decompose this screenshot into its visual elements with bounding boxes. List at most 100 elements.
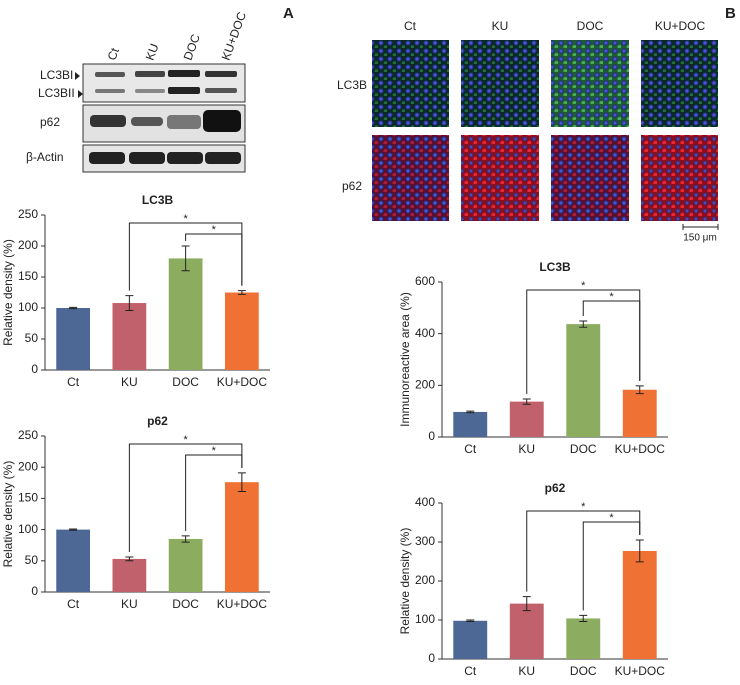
- x-tick-label: DOC: [570, 442, 597, 456]
- chart-title: LC3B: [539, 260, 571, 274]
- panel-label: A: [283, 5, 294, 22]
- y-axis-label: Relative density (%): [398, 528, 412, 635]
- x-tick-label: KU: [121, 375, 138, 389]
- error-bar: [635, 539, 644, 563]
- y-tick-label: 0: [428, 429, 435, 443]
- scale-bar-label: 150 μm: [683, 233, 717, 244]
- y-axis-label: Relative density (%): [1, 239, 15, 346]
- y-tick-label: 0: [31, 584, 38, 598]
- y-tick-label: 100: [18, 300, 38, 314]
- y-tick-label: 400: [415, 495, 435, 509]
- x-tick-label: Ct: [67, 597, 80, 611]
- significance-label: *: [212, 445, 217, 457]
- y-tick-label: 200: [415, 573, 435, 587]
- panel-label: B: [725, 5, 736, 22]
- error-bar: [466, 410, 475, 414]
- y-tick-label: 200: [415, 378, 435, 392]
- bar: [453, 620, 488, 659]
- lane-label: KU: [143, 42, 162, 62]
- x-tick-label: KU: [518, 442, 535, 456]
- y-tick-label: 150: [18, 269, 38, 283]
- y-axis-label: Relative density (%): [1, 461, 15, 568]
- blot-row-label: LC3BII: [38, 86, 75, 100]
- significance-label: *: [609, 291, 614, 303]
- x-tick-label: KU: [518, 664, 535, 678]
- y-tick-label: 50: [25, 553, 39, 567]
- significance-bracket: [185, 454, 243, 531]
- y-tick-label: 200: [18, 238, 38, 252]
- microscopy-images: [372, 40, 718, 221]
- scale-bar: [682, 224, 719, 230]
- bar: [56, 308, 90, 370]
- x-tick-label: KU+DOC: [217, 375, 268, 389]
- y-tick-label: 600: [415, 274, 435, 288]
- error-bar: [579, 614, 588, 623]
- column-label: KU: [492, 19, 509, 33]
- x-tick-label: KU: [121, 597, 138, 611]
- lane-label: DOC: [181, 32, 203, 62]
- significance-label: *: [581, 280, 586, 292]
- error-bar: [237, 290, 246, 295]
- bar: [453, 411, 488, 437]
- significance-label: *: [183, 213, 188, 225]
- significance-label: *: [212, 224, 217, 236]
- column-label: Ct: [404, 19, 417, 33]
- chart-title: p62: [545, 481, 566, 495]
- error-bar: [125, 556, 134, 562]
- x-tick-label: KU+DOC: [615, 442, 666, 456]
- error-bar: [579, 320, 588, 328]
- blot-images: [82, 63, 246, 173]
- y-tick-label: 50: [25, 331, 39, 345]
- row-label: LC3B: [337, 78, 367, 92]
- significance-bracket: [582, 521, 641, 611]
- significance-label: *: [609, 512, 614, 524]
- error-bar: [522, 596, 531, 612]
- y-tick-label: 100: [415, 612, 435, 626]
- column-label: KU+DOC: [655, 19, 706, 33]
- significance-bracket: [582, 300, 641, 381]
- x-tick-label: KU+DOC: [217, 597, 268, 611]
- error-bar: [635, 385, 644, 395]
- error-bar: [69, 528, 78, 531]
- y-tick-label: 250: [18, 207, 38, 221]
- significance-label: *: [183, 434, 188, 446]
- error-bar: [69, 306, 78, 310]
- y-tick-label: 400: [415, 326, 435, 340]
- bar: [509, 603, 544, 659]
- x-tick-label: DOC: [172, 597, 199, 611]
- x-tick-label: KU+DOC: [615, 664, 666, 678]
- significance-label: *: [581, 501, 586, 513]
- bar: [168, 538, 203, 592]
- error-bar: [522, 398, 531, 405]
- row-label: p62: [342, 179, 362, 193]
- x-tick-label: DOC: [172, 375, 199, 389]
- x-tick-label: Ct: [464, 442, 477, 456]
- bar: [566, 324, 601, 437]
- error-bar: [125, 295, 134, 311]
- bar: [509, 401, 544, 437]
- blot-lane-labels: Ct KU DOC KU+DOC: [105, 10, 249, 62]
- bar: [112, 303, 147, 370]
- y-axis-label: Immunoreactive area (%): [398, 292, 412, 427]
- y-tick-label: 0: [31, 362, 38, 376]
- y-tick-label: 150: [18, 491, 38, 505]
- bar: [566, 618, 601, 659]
- error-bar: [466, 619, 475, 623]
- error-bar: [181, 535, 190, 543]
- chart-title: p62: [147, 414, 168, 428]
- blot-row-label: LC3BI: [40, 68, 73, 82]
- lane-label: KU+DOC: [219, 10, 249, 62]
- y-tick-label: 200: [18, 459, 38, 473]
- column-label: DOC: [577, 19, 604, 33]
- bar: [56, 529, 90, 592]
- chart-title: LC3B: [142, 193, 174, 207]
- bar: [168, 258, 203, 370]
- bar: [112, 558, 147, 592]
- bar: [225, 482, 259, 592]
- blot-row-label: p62: [40, 115, 60, 129]
- error-bar: [181, 245, 190, 272]
- y-tick-label: 100: [18, 522, 38, 536]
- bar: [622, 550, 657, 659]
